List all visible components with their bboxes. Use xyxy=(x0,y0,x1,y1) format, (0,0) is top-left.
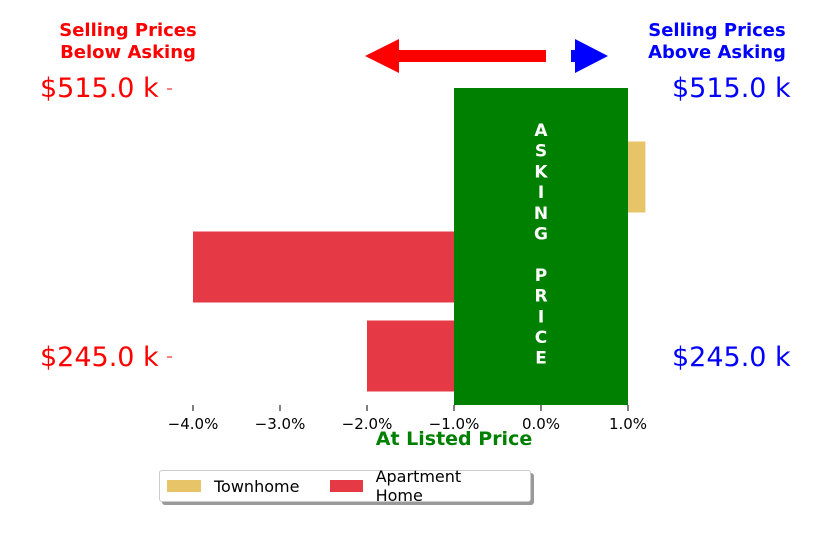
apartment-swatch xyxy=(330,480,363,492)
townhome-label: Townhome xyxy=(214,476,300,496)
x-tick-label-5: 1.0% xyxy=(609,415,647,433)
direction-arrows xyxy=(365,39,608,73)
x-tick-label-4: 0.0% xyxy=(522,415,560,433)
x-axis: −4.0% −3.0% −2.0% −1.0% 0.0% 1.0% At Listed Pr… xyxy=(167,88,647,450)
left-arrow-icon xyxy=(365,39,546,73)
below-asking-header: Selling Prices Below Asking xyxy=(28,20,228,64)
above-asking-line1: Selling Prices xyxy=(648,20,786,41)
right-arrow-icon xyxy=(571,39,608,73)
above-asking-header: Selling Prices Above Asking xyxy=(617,20,817,64)
apartment-label: Apartment Home xyxy=(375,467,462,505)
left-bottom-price: $245.0 k xyxy=(40,342,159,373)
legend-item-townhome: Townhome xyxy=(167,477,299,496)
x-axis-label: At Listed Price xyxy=(376,428,532,450)
legend: Townhome Apartment Home xyxy=(159,467,531,505)
right-top-price: $515.0 k xyxy=(672,73,791,104)
x-tick-label-1: −3.0% xyxy=(255,415,306,433)
townhome-swatch xyxy=(167,480,201,492)
x-tick-label-0: −4.0% xyxy=(168,415,219,433)
legend-item-apartment: Apartment Home xyxy=(330,467,506,505)
left-top-price: $515.0 k xyxy=(40,73,159,104)
x-tick-label-3: −1.0% xyxy=(429,415,480,433)
x-tick-label-2: −2.0% xyxy=(342,415,393,433)
below-asking-line2: Below Asking xyxy=(60,42,196,63)
above-asking-line2: Above Asking xyxy=(648,42,786,63)
asking-price-rect xyxy=(454,88,628,405)
below-asking-line1: Selling Prices xyxy=(59,20,197,41)
right-bottom-price: $245.0 k xyxy=(672,342,791,373)
